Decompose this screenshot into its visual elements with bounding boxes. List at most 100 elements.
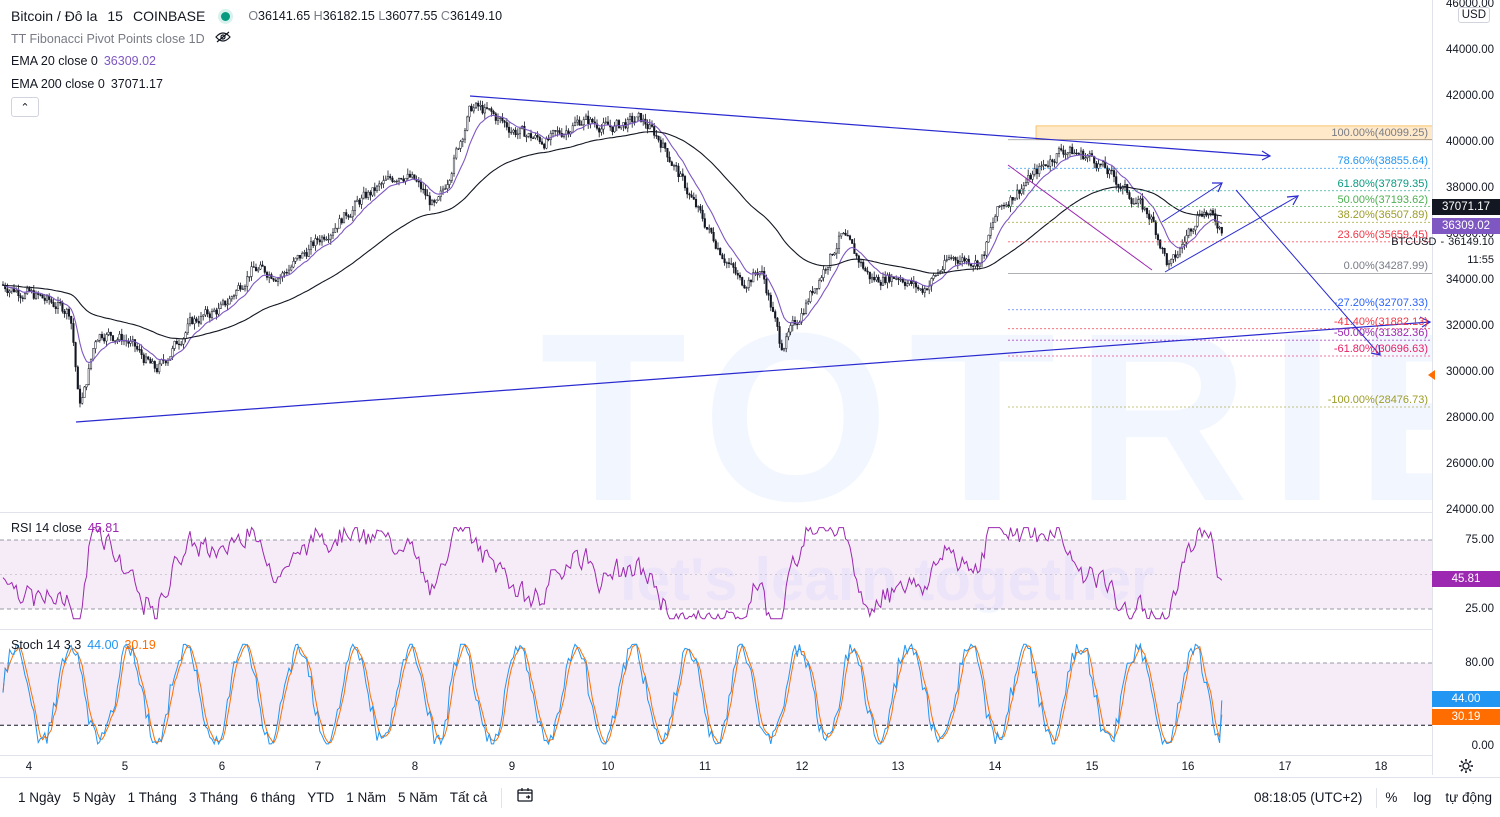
candle-body: [105, 334, 108, 342]
range-6m[interactable]: 6 tháng: [250, 790, 296, 805]
candle-body: [235, 290, 238, 296]
candle-body: [822, 269, 825, 278]
arrow-up-line: [1161, 182, 1223, 223]
candle-body: [1115, 176, 1118, 185]
candle-body: [1178, 247, 1182, 256]
candle-body: [886, 274, 889, 284]
candle-body: [708, 227, 711, 230]
candle-body: [171, 348, 174, 357]
candle-body: [884, 276, 887, 284]
ema20-label: EMA 20 close 0: [11, 54, 98, 68]
candle-body: [844, 232, 847, 236]
eye-off-icon[interactable]: [214, 31, 231, 46]
candle-body: [158, 363, 161, 373]
candle-body: [230, 296, 233, 300]
currency-button[interactable]: USD: [1457, 7, 1490, 23]
candle-body: [921, 288, 924, 293]
candle-body: [584, 115, 588, 120]
candle-body: [107, 331, 110, 335]
candle-body: [492, 111, 495, 114]
range-1m[interactable]: 1 Tháng: [127, 790, 177, 805]
candle-body: [424, 189, 427, 196]
candle-body: [140, 349, 143, 355]
candle-body: [749, 279, 753, 283]
candle-body: [576, 119, 579, 123]
percent-scale-toggle[interactable]: %: [1385, 790, 1398, 805]
candle-body: [527, 133, 530, 137]
candle-body: [111, 335, 115, 341]
candle-body: [325, 239, 328, 241]
auto-scale-toggle[interactable]: tự động: [1445, 790, 1492, 805]
candle-body: [316, 238, 319, 241]
price-chart[interactable]: TOTRIEUlet's learn together: [0, 0, 1432, 755]
candle-body: [538, 136, 541, 143]
log-scale-toggle[interactable]: log: [1413, 790, 1432, 805]
candle-body: [474, 102, 478, 109]
candle-body: [743, 284, 746, 289]
price-axis[interactable]: USD 46000.00 44000.00 42000.00 40000.00 3800…: [1391, 0, 1500, 775]
range-ytd[interactable]: YTD: [307, 790, 335, 805]
candle-body: [133, 339, 137, 347]
collapse-legend-button[interactable]: ⌃: [11, 97, 39, 117]
range-1y[interactable]: 1 Năm: [346, 790, 386, 805]
candle-body: [1071, 146, 1074, 155]
candle-body: [809, 291, 812, 302]
rsi-legend[interactable]: RSI 14 close 45.81: [11, 521, 119, 535]
symbol-legend[interactable]: Bitcoin / Đô la 15 COINBASE O36141.65 H3…: [11, 8, 502, 24]
candle-body: [639, 113, 643, 122]
goto-date-icon[interactable]: [510, 787, 540, 808]
candle-body: [276, 278, 280, 282]
time-axis-label: 17: [1278, 761, 1292, 773]
time-axis[interactable]: 4 5 6 7 8 9 10 11 12 13 14 15 16 17 18: [0, 755, 1432, 777]
candle-body: [833, 252, 836, 256]
ema20-legend[interactable]: EMA 20 close 0 36309.02: [11, 54, 156, 68]
chart-settings-gear-icon[interactable]: [1458, 758, 1474, 779]
candle-body: [540, 141, 544, 145]
candle-body: [303, 252, 306, 254]
candle-body: [15, 289, 18, 293]
range-3m[interactable]: 3 Tháng: [188, 790, 239, 805]
candle-body: [1163, 248, 1166, 254]
range-1d[interactable]: 1 Ngày: [18, 790, 61, 805]
range-5d[interactable]: 5 Ngày: [72, 790, 116, 805]
alert-marker-icon[interactable]: [1428, 370, 1435, 380]
candle-body: [529, 133, 533, 139]
candle-body: [1134, 202, 1138, 205]
pivot-legend[interactable]: TT Fibonacci Pivot Points close 1D: [11, 31, 231, 46]
candle-body: [67, 309, 71, 317]
range-5y[interactable]: 5 Năm: [397, 790, 438, 805]
ema200-legend[interactable]: EMA 200 close 0 37071.17: [11, 77, 163, 91]
candle-body: [356, 199, 359, 203]
candle-body: [85, 384, 88, 388]
candle-body: [301, 252, 304, 259]
candle-body: [906, 283, 909, 286]
candle-body: [578, 119, 581, 126]
candle-body: [998, 205, 1001, 208]
candle-body: [246, 276, 249, 287]
candle-body: [10, 287, 13, 292]
candle-body: [842, 232, 845, 235]
stoch-k-tag: 44.00: [1432, 691, 1500, 707]
stoch-pane: [0, 642, 1432, 746]
candle-body: [831, 253, 834, 256]
range-all[interactable]: Tất cả: [449, 790, 488, 805]
candle-body: [151, 361, 154, 364]
time-axis-label: 16: [1181, 761, 1195, 773]
candle-body: [1170, 259, 1173, 264]
candle-body: [254, 267, 258, 272]
clock-timezone[interactable]: 08:18:05 (UTC+2): [1253, 790, 1363, 805]
fib-level-label: 100.00%(40099.25): [1331, 126, 1428, 139]
candle-body: [144, 356, 148, 363]
candle-body: [864, 268, 867, 272]
pane-separator-stoch[interactable]: [0, 629, 1432, 630]
candle-body: [217, 308, 220, 315]
candle-body: [320, 236, 324, 243]
candle-body: [327, 238, 330, 241]
candle-body: [941, 269, 944, 272]
candle-body: [1020, 188, 1023, 194]
rsi-axis-25: 25.00: [1465, 603, 1494, 615]
candle-body: [153, 361, 156, 369]
pane-separator-rsi[interactable]: [0, 512, 1432, 513]
chevron-up-icon: ⌃: [20, 101, 30, 114]
stoch-legend[interactable]: Stoch 14 3 3 44.00 30.19: [11, 638, 156, 652]
